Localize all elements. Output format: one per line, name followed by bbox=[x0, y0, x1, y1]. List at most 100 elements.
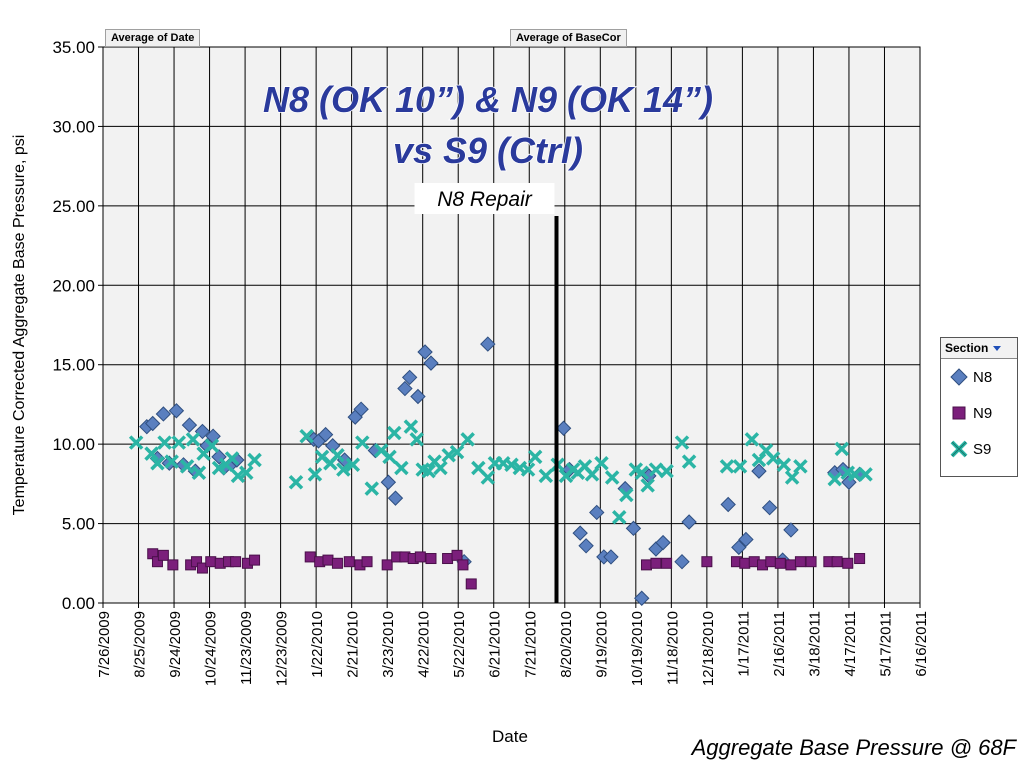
data-point-n9 bbox=[414, 551, 426, 563]
x-tick-label: 10/24/2009 bbox=[203, 611, 220, 686]
y-tick-label: 20.00 bbox=[52, 276, 95, 295]
chart-axes: 7/26/2009 8/25/2009 9/24/2009 10/24/2009 11/… bbox=[11, 38, 930, 746]
data-point-s9 bbox=[449, 444, 465, 460]
data-point-n8 bbox=[417, 344, 433, 360]
legend-label-n8: N8 bbox=[973, 368, 993, 386]
x-tick-label: 3/18/2011 bbox=[806, 611, 823, 677]
data-point-n9 bbox=[361, 556, 373, 568]
data-point-n9 bbox=[661, 557, 673, 569]
x-tick-label: 9/19/2010 bbox=[593, 611, 610, 678]
legend-label-s9: S9 bbox=[973, 440, 992, 458]
data-point-n8 bbox=[731, 539, 747, 556]
data-point-n9 bbox=[774, 557, 786, 569]
legend-title-text: Section bbox=[945, 341, 989, 355]
data-point-n8 bbox=[168, 403, 185, 419]
data-point-s9 bbox=[394, 460, 409, 476]
data-point-s9 bbox=[179, 459, 195, 474]
data-point-n8 bbox=[681, 514, 697, 530]
legend-label-n9: N9 bbox=[973, 404, 993, 422]
data-point-s9 bbox=[640, 478, 655, 493]
field-button-date[interactable]: Average of Date bbox=[105, 29, 201, 47]
dropdown-arrow-icon[interactable] bbox=[993, 346, 1002, 352]
data-point-s9 bbox=[288, 475, 304, 490]
x-tick-label: 4/22/2010 bbox=[416, 611, 433, 678]
data-point-s9 bbox=[527, 449, 543, 465]
data-point-n8 bbox=[397, 380, 413, 397]
data-point-n9 bbox=[701, 556, 713, 568]
data-point-n9 bbox=[457, 559, 469, 571]
x-tick-label: 4/17/2011 bbox=[842, 611, 859, 677]
x-tick-label: 12/23/2009 bbox=[274, 611, 291, 686]
data-point-n9 bbox=[205, 556, 217, 568]
data-point-n8 bbox=[603, 549, 619, 565]
x-tick-label: 3/23/2010 bbox=[380, 611, 397, 678]
data-point-n8 bbox=[401, 369, 418, 386]
data-point-n9 bbox=[739, 557, 751, 569]
data-point-n8 bbox=[423, 355, 439, 371]
data-point-n8 bbox=[480, 336, 496, 352]
y-tick-label: 35.00 bbox=[52, 38, 95, 57]
chart-grid bbox=[102, 46, 921, 604]
data-point-s9 bbox=[185, 432, 201, 447]
data-point-n8 bbox=[155, 406, 172, 422]
series-n9 bbox=[147, 548, 866, 590]
data-point-s9 bbox=[164, 454, 179, 469]
data-point-n8 bbox=[674, 553, 690, 570]
legend-item-n9: N9 bbox=[941, 395, 1017, 431]
y-axis-label: Temperature Corrected Aggregate Base Pre… bbox=[11, 135, 28, 516]
x-tick-label: 8/20/2010 bbox=[558, 611, 575, 678]
legend-title[interactable]: Section bbox=[941, 338, 1017, 359]
data-point-n9 bbox=[831, 556, 843, 568]
data-point-s9 bbox=[230, 468, 246, 484]
data-point-n9 bbox=[331, 557, 343, 569]
data-point-n8 bbox=[317, 426, 334, 443]
chart-titles: N8 (OK 10”) & N9 (OK 14”) vs S9 (Ctrl) bbox=[262, 78, 714, 172]
data-point-s9 bbox=[584, 467, 600, 482]
field-button-basecor[interactable]: Average of BaseCor bbox=[510, 29, 627, 47]
x-tick-label: 11/18/2010 bbox=[664, 611, 681, 685]
series-s9 bbox=[128, 419, 873, 525]
x-tick-label: 8/25/2009 bbox=[132, 611, 149, 678]
data-point-n8 bbox=[761, 499, 778, 516]
data-point-n9 bbox=[794, 556, 806, 568]
diamond-marker-icon bbox=[950, 368, 968, 386]
data-point-n8 bbox=[181, 417, 198, 433]
plot-area bbox=[102, 46, 921, 604]
x-marker-icon bbox=[950, 440, 968, 458]
legend: Section N8 N9 S9 bbox=[940, 337, 1018, 477]
data-point-s9 bbox=[421, 463, 436, 479]
data-point-s9 bbox=[480, 470, 496, 485]
data-point-n9 bbox=[304, 551, 316, 563]
data-point-n9 bbox=[249, 554, 261, 566]
data-point-n8 bbox=[145, 415, 161, 432]
x-tick-label: 7/26/2009 bbox=[96, 611, 113, 678]
data-point-n8 bbox=[751, 463, 767, 479]
data-point-s9 bbox=[441, 448, 456, 463]
chart-annotation: N8 Repair bbox=[414, 183, 559, 603]
data-point-s9 bbox=[204, 438, 220, 453]
x-tick-label: 1/17/2011 bbox=[735, 611, 752, 677]
data-point-n8 bbox=[720, 496, 736, 513]
data-point-n9 bbox=[442, 553, 454, 565]
data-point-s9 bbox=[387, 425, 402, 441]
chart-marks bbox=[128, 336, 873, 606]
data-point-s9 bbox=[299, 428, 314, 444]
data-point-s9 bbox=[191, 465, 207, 480]
data-point-s9 bbox=[659, 463, 674, 479]
x-tick-label: 5/22/2010 bbox=[451, 611, 468, 678]
data-point-n8 bbox=[738, 531, 754, 548]
data-point-n9 bbox=[343, 556, 355, 568]
data-point-n9 bbox=[322, 554, 334, 566]
y-tick-label: 30.00 bbox=[52, 117, 95, 136]
data-point-s9 bbox=[765, 451, 781, 466]
footer-caption: Aggregate Base Pressure @ 68F bbox=[691, 735, 1016, 760]
data-point-s9 bbox=[330, 448, 345, 463]
data-point-n9 bbox=[196, 562, 208, 574]
repair-label: N8 Repair bbox=[437, 188, 533, 211]
data-point-n9 bbox=[451, 549, 463, 561]
data-point-n8 bbox=[410, 388, 426, 405]
data-point-s9 bbox=[793, 459, 808, 474]
data-point-n9 bbox=[151, 556, 163, 568]
data-point-s9 bbox=[594, 455, 609, 471]
x-tick-label: 11/23/2009 bbox=[238, 611, 255, 685]
